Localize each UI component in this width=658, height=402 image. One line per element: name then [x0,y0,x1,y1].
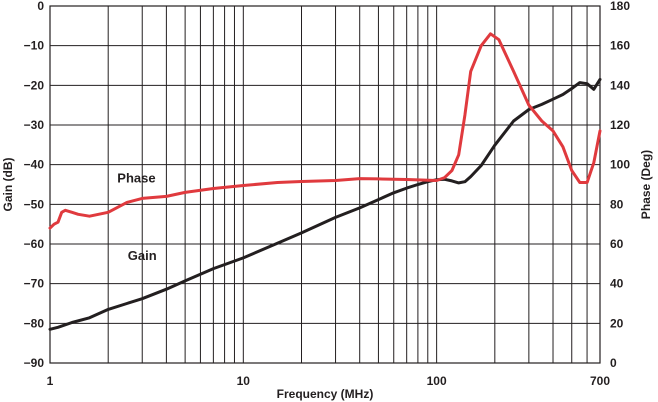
y-left-tick-label: −50 [24,197,45,211]
y-right-tick-label: 160 [610,39,630,53]
phase-series-label: Phase [117,171,155,186]
series-line-phase [48,32,602,230]
y-right-tick-label: 100 [610,158,630,172]
y-right-tick-label: 0 [610,356,617,370]
y-right-tick-label: 80 [610,197,624,211]
x-tick-label: 10 [237,374,251,388]
y-right-tick-label: 120 [610,118,630,132]
y-left-tick-label: −10 [24,39,45,53]
y-left-tick-label: −30 [24,118,45,132]
y-right-axis-title: Phase (Deg) [639,150,653,219]
y-left-tick-label: −40 [24,158,45,172]
x-tick-label: 1 [47,374,54,388]
x-tick-label: 700 [590,374,610,388]
y-right-tick-label: 140 [610,78,630,92]
y-left-tick-label: 0 [37,0,44,13]
y-left-tick-label: −20 [24,78,45,92]
y-left-tick-label: −80 [24,316,45,330]
y-right-tick-label: 20 [610,316,624,330]
gain-series-label: Gain [128,248,157,263]
y-right-tick-label: 180 [610,0,630,13]
x-tick-label: 100 [427,374,447,388]
y-right-tick-label: 60 [610,237,624,251]
y-left-tick-label: −70 [24,277,45,291]
y-left-tick-label: −60 [24,237,45,251]
x-axis-title: Frequency (MHz) [277,387,374,401]
y-left-tick-label: −90 [24,356,45,370]
plot-frame [49,5,601,364]
y-left-axis-title: Gain (dB) [1,158,15,212]
series-line-gain [48,77,602,331]
y-right-tick-label: 40 [610,277,624,291]
